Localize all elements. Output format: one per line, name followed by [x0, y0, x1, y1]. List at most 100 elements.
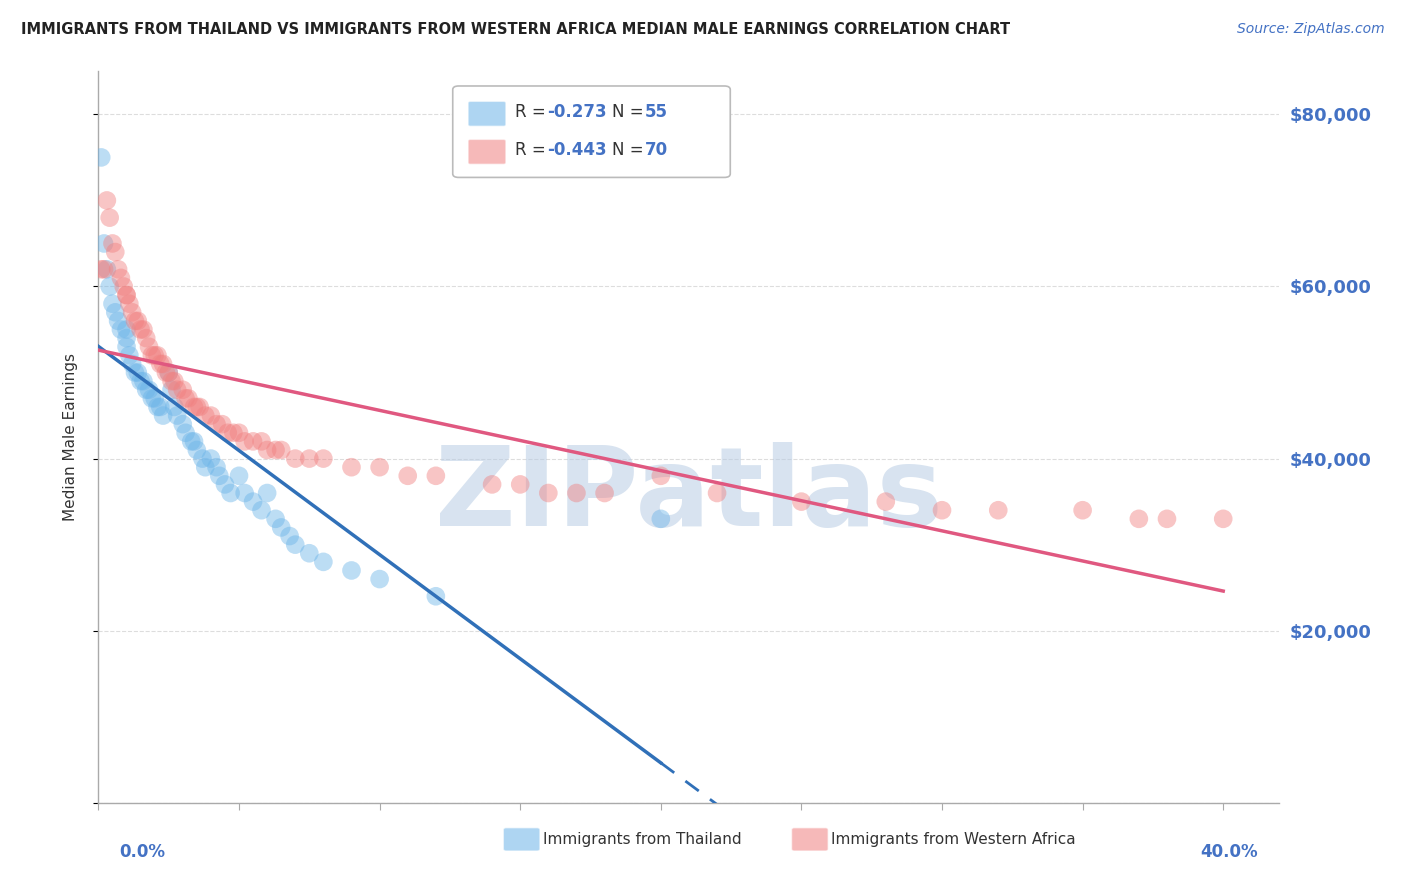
- Point: [509, 477, 531, 491]
- Point: [1128, 512, 1150, 526]
- Point: [149, 400, 172, 414]
- Point: [186, 400, 208, 414]
- Point: [1071, 503, 1094, 517]
- Point: [124, 366, 146, 380]
- Text: 0.0%: 0.0%: [120, 843, 166, 861]
- Point: [141, 392, 163, 406]
- Point: [132, 374, 155, 388]
- Point: [96, 262, 118, 277]
- Point: [174, 392, 197, 406]
- Point: [101, 296, 124, 310]
- Point: [118, 296, 141, 310]
- Point: [312, 451, 335, 466]
- Point: [194, 409, 217, 423]
- Point: [135, 383, 157, 397]
- Point: [205, 417, 228, 432]
- Point: [214, 477, 236, 491]
- Point: [157, 366, 180, 380]
- Point: [233, 486, 256, 500]
- Point: [931, 503, 953, 517]
- Point: [188, 400, 211, 414]
- Text: Immigrants from Western Africa: Immigrants from Western Africa: [831, 832, 1076, 847]
- Point: [127, 366, 149, 380]
- Point: [160, 383, 183, 397]
- Text: -0.443: -0.443: [547, 141, 607, 159]
- Point: [186, 442, 208, 457]
- Point: [172, 383, 194, 397]
- Text: R =: R =: [516, 141, 551, 159]
- Point: [312, 555, 335, 569]
- Point: [368, 572, 391, 586]
- Point: [191, 451, 214, 466]
- Point: [256, 442, 278, 457]
- Point: [143, 348, 166, 362]
- Point: [278, 529, 301, 543]
- Point: [565, 486, 588, 500]
- Point: [90, 150, 112, 164]
- Point: [110, 271, 132, 285]
- Text: N =: N =: [612, 141, 650, 159]
- Point: [200, 409, 222, 423]
- FancyBboxPatch shape: [453, 86, 730, 178]
- Point: [115, 340, 138, 354]
- Point: [180, 434, 202, 449]
- Point: [98, 279, 121, 293]
- Point: [284, 451, 307, 466]
- Point: [256, 486, 278, 500]
- Text: N =: N =: [612, 103, 650, 120]
- Point: [208, 468, 231, 483]
- Point: [104, 305, 127, 319]
- Point: [650, 512, 672, 526]
- Point: [368, 460, 391, 475]
- Point: [194, 460, 217, 475]
- Point: [183, 400, 205, 414]
- Point: [163, 400, 186, 414]
- Text: IMMIGRANTS FROM THAILAND VS IMMIGRANTS FROM WESTERN AFRICA MEDIAN MALE EARNINGS : IMMIGRANTS FROM THAILAND VS IMMIGRANTS F…: [21, 22, 1011, 37]
- Point: [90, 262, 112, 277]
- Text: ZIPatlas: ZIPatlas: [434, 442, 943, 549]
- Point: [177, 392, 200, 406]
- Point: [1156, 512, 1178, 526]
- Point: [242, 434, 264, 449]
- Point: [110, 322, 132, 336]
- Point: [141, 348, 163, 362]
- Point: [228, 425, 250, 440]
- Point: [264, 442, 287, 457]
- Point: [987, 503, 1010, 517]
- Point: [127, 314, 149, 328]
- Point: [593, 486, 616, 500]
- Point: [124, 314, 146, 328]
- Point: [152, 357, 174, 371]
- Point: [155, 366, 177, 380]
- Y-axis label: Median Male Earnings: Median Male Earnings: [63, 353, 77, 521]
- Point: [146, 400, 169, 414]
- Point: [200, 451, 222, 466]
- Point: [118, 348, 141, 362]
- Text: 40.0%: 40.0%: [1201, 843, 1258, 861]
- Point: [790, 494, 813, 508]
- Point: [112, 279, 135, 293]
- Point: [166, 383, 188, 397]
- Point: [135, 331, 157, 345]
- Point: [219, 486, 242, 500]
- Point: [107, 314, 129, 328]
- Point: [242, 494, 264, 508]
- Point: [104, 245, 127, 260]
- Text: -0.273: -0.273: [547, 103, 607, 120]
- Point: [284, 538, 307, 552]
- Point: [129, 374, 152, 388]
- Text: Immigrants from Thailand: Immigrants from Thailand: [543, 832, 741, 847]
- FancyBboxPatch shape: [468, 102, 506, 127]
- Point: [152, 409, 174, 423]
- Point: [650, 468, 672, 483]
- Point: [217, 425, 239, 440]
- Point: [425, 589, 447, 603]
- Point: [157, 366, 180, 380]
- Point: [107, 262, 129, 277]
- Point: [270, 520, 292, 534]
- Point: [138, 383, 160, 397]
- Point: [138, 340, 160, 354]
- Text: 55: 55: [645, 103, 668, 120]
- Point: [396, 468, 419, 483]
- Point: [121, 357, 143, 371]
